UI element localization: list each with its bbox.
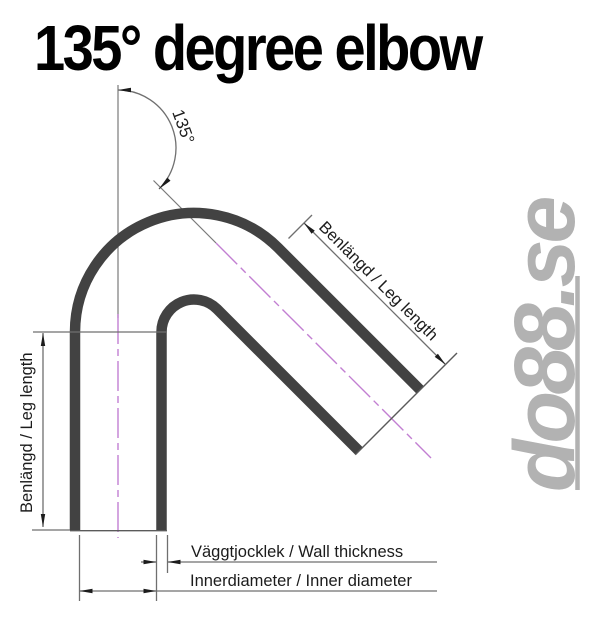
diagonal-leg-centerline [215, 242, 432, 459]
inner-diameter-dimension: Innerdiameter / Inner diameter [79, 572, 437, 594]
left-leg-label: Benlängd / Leg length [18, 352, 36, 513]
angle-arrow-top [118, 87, 131, 93]
wall-thickness-dimension: Väggtjocklek / Wall thickness [78, 535, 437, 601]
wall-arrow-left [143, 559, 157, 565]
left-dim-arrow-down [40, 514, 46, 527]
elbow-tube [69, 207, 458, 532]
inner-dia-arrow-right [143, 588, 157, 594]
diag-extension-tick [288, 214, 313, 239]
left-dim-arrow-up [40, 333, 46, 346]
tube-centerlines [117, 242, 432, 538]
wall-arrow-right [167, 559, 181, 565]
tube-diagonal-end-face [354, 352, 458, 456]
tube-outer-wall [69, 207, 424, 530]
left-leg-dimension: Benlängd / Leg length [18, 331, 167, 531]
angle-dimension: 135° [117, 87, 198, 190]
inner-diameter-label: Innerdiameter / Inner diameter [190, 572, 412, 590]
diag-dim-arrow-top [304, 223, 315, 234]
diagonal-leg-label: Benlängd / Leg length [315, 218, 441, 344]
page-title: 135° degree elbow [34, 13, 483, 84]
tube-inner-wall [156, 294, 363, 530]
angle-arrow-bottom [159, 177, 171, 189]
angle-label: 135° [168, 107, 198, 147]
diag-dimension-line [303, 222, 446, 365]
diag-dim-arrow-bottom [434, 353, 446, 365]
angle-arc [117, 89, 177, 190]
centerline-extensions [117, 85, 217, 318]
wall-thickness-label: Väggtjocklek / Wall thickness [191, 543, 403, 561]
inner-dia-arrow-left [79, 588, 93, 594]
watermark-logo: do88.se [497, 198, 593, 492]
